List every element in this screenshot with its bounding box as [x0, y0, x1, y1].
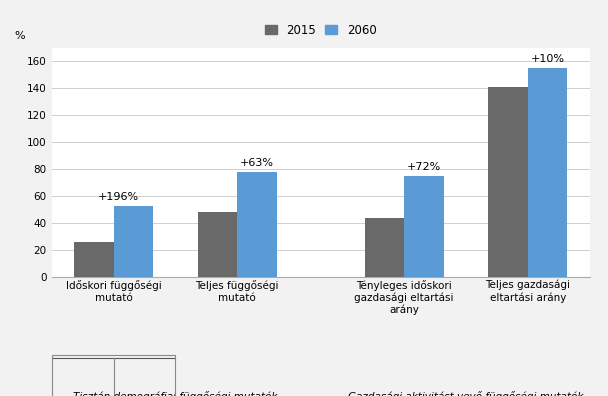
Text: +10%: +10%: [531, 54, 565, 65]
Bar: [404, 176, 444, 277]
Bar: [74, 242, 114, 277]
Bar: [198, 212, 237, 277]
Bar: [114, 206, 153, 277]
Bar: [528, 68, 567, 277]
Bar: [237, 172, 277, 277]
Y-axis label: %: %: [14, 30, 25, 41]
Text: Gazdasági aktivitást vevő függőségi mutatók: Gazdasági aktivitást vevő függőségi muta…: [348, 391, 584, 396]
Text: Tisztán demográfiai függőségi mutatók: Tisztán demográfiai függőségi mutatók: [73, 391, 278, 396]
Text: +72%: +72%: [407, 162, 441, 173]
Bar: [365, 218, 404, 277]
Legend: 2015, 2060: 2015, 2060: [263, 21, 379, 39]
Text: +196%: +196%: [98, 192, 139, 202]
Text: +63%: +63%: [240, 158, 274, 168]
Bar: [488, 87, 528, 277]
